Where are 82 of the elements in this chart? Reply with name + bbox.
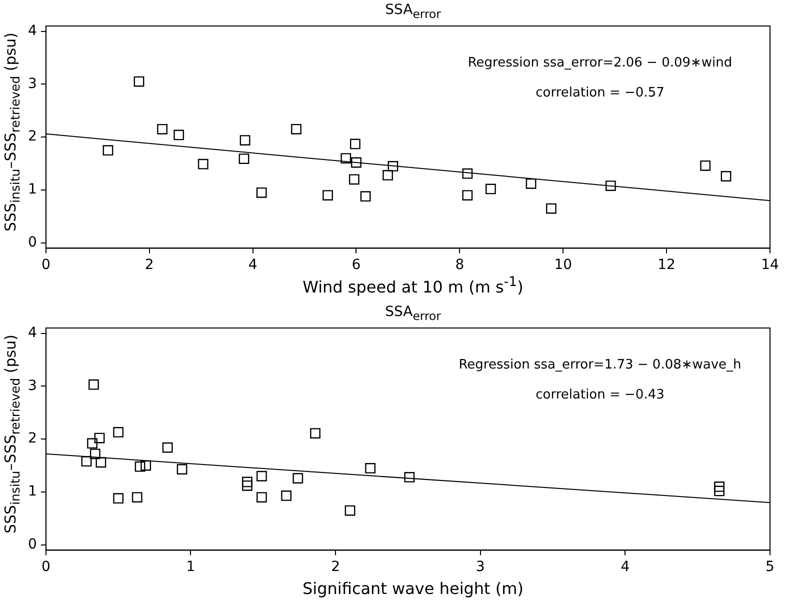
x-tick-label: 0 bbox=[41, 559, 50, 576]
x-tick-label: 6 bbox=[352, 257, 361, 274]
annotation: Regression ssa_error=1.73 − 0.08∗wave_h bbox=[458, 357, 742, 372]
point bbox=[176, 464, 188, 474]
point bbox=[351, 157, 362, 168]
point bbox=[360, 191, 371, 202]
x-tick-label: 14 bbox=[761, 257, 779, 274]
point bbox=[157, 124, 168, 134]
point bbox=[88, 379, 99, 390]
point bbox=[134, 76, 144, 87]
x-tick-label: 2 bbox=[331, 559, 340, 576]
point bbox=[81, 456, 92, 467]
point bbox=[90, 448, 100, 460]
x-tick-label: 4 bbox=[620, 559, 630, 576]
point bbox=[198, 158, 208, 170]
point bbox=[388, 161, 398, 172]
y-tick-label: 3 bbox=[28, 76, 37, 92]
x-axis-title: Significant wave height (m) bbox=[302, 579, 524, 598]
point bbox=[281, 490, 292, 501]
point bbox=[87, 438, 98, 449]
chart-title: SSA$_{error}$ bbox=[384, 304, 442, 323]
point bbox=[344, 505, 356, 516]
y-tick-label: 4 bbox=[28, 324, 37, 341]
point bbox=[240, 135, 250, 146]
y-tick-label: 2 bbox=[28, 430, 37, 447]
y-tick-label: 4 bbox=[28, 22, 37, 39]
point bbox=[94, 432, 105, 444]
point bbox=[462, 168, 473, 179]
x-tick-label: 3 bbox=[476, 559, 485, 576]
point bbox=[256, 470, 267, 482]
point bbox=[404, 472, 415, 482]
y-tick-label: 1 bbox=[28, 484, 37, 500]
y-tick-label: 0 bbox=[28, 234, 37, 251]
point bbox=[340, 153, 352, 164]
point bbox=[238, 154, 250, 164]
point bbox=[242, 480, 252, 491]
point bbox=[102, 145, 114, 156]
point bbox=[96, 457, 106, 468]
annotation: correlation = −0.43 bbox=[536, 387, 664, 402]
point bbox=[256, 492, 267, 502]
x-tick-label: 12 bbox=[658, 257, 676, 274]
point bbox=[720, 171, 732, 182]
point bbox=[292, 473, 304, 484]
point bbox=[162, 442, 173, 453]
x-tick-label: 0 bbox=[41, 257, 50, 274]
point bbox=[382, 170, 393, 180]
point bbox=[113, 493, 124, 504]
point bbox=[546, 203, 556, 214]
point bbox=[714, 486, 725, 496]
y-tick-label: 0 bbox=[28, 536, 37, 553]
x-tick-label: 5 bbox=[766, 559, 774, 576]
point bbox=[350, 138, 360, 150]
point bbox=[348, 174, 360, 185]
x-tick-label: 10 bbox=[554, 257, 572, 274]
point bbox=[291, 124, 302, 134]
point bbox=[242, 476, 252, 488]
point bbox=[174, 130, 184, 140]
point bbox=[134, 461, 146, 472]
point bbox=[486, 184, 496, 194]
point bbox=[256, 187, 267, 198]
x-tick-label: 4 bbox=[248, 257, 258, 274]
point bbox=[310, 428, 320, 438]
point bbox=[132, 492, 142, 502]
annotation: Regression ssa_error=2.06 − 0.09∗wind bbox=[468, 55, 732, 70]
point bbox=[526, 178, 536, 189]
point bbox=[714, 482, 725, 492]
point bbox=[140, 460, 152, 471]
y-tick-label: 2 bbox=[28, 128, 37, 145]
point bbox=[462, 190, 473, 200]
x-tick-label: 2 bbox=[144, 257, 154, 274]
x-tick-label: 8 bbox=[455, 257, 464, 274]
point bbox=[322, 190, 333, 200]
point bbox=[700, 160, 711, 171]
annotation: correlation = −0.57 bbox=[536, 85, 664, 100]
x-axis-title: Wind speed at 10 m (m s$^{-1}$) bbox=[302, 274, 524, 296]
point bbox=[113, 427, 124, 438]
y-tick-label: 1 bbox=[28, 182, 37, 198]
point bbox=[606, 180, 616, 191]
point bbox=[365, 463, 376, 474]
y-tick-label: 3 bbox=[28, 378, 37, 394]
chart-title: SSA$_{error}$ bbox=[384, 2, 442, 21]
x-tick-label: 1 bbox=[186, 559, 196, 576]
